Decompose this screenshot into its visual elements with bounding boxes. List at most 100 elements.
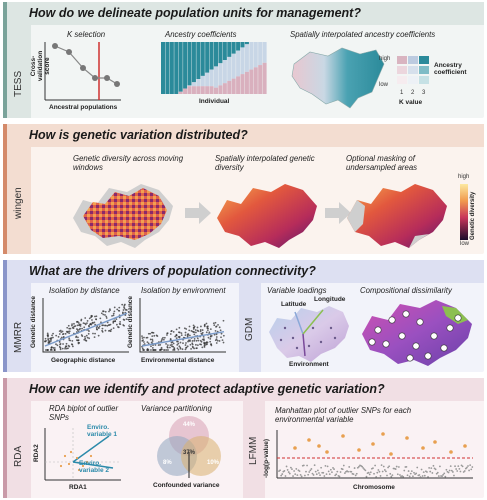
scatter-point (188, 340, 191, 343)
scatter-point (218, 340, 221, 342)
interpolated-diversity-map (217, 184, 317, 248)
scatter-point (68, 330, 71, 333)
scatter-point (175, 328, 178, 331)
scatter-point (118, 316, 121, 319)
wingen-label: wingen (13, 187, 24, 219)
rda1-label: RDA1 (69, 484, 87, 491)
wingen-side: wingen (3, 147, 31, 254)
scatter-point (62, 332, 65, 335)
manhattan-snp-point (314, 470, 317, 473)
scatter-point (201, 329, 204, 331)
manhattan-snp-point (285, 465, 288, 468)
scatter-point (149, 338, 152, 341)
scatter-point (217, 323, 219, 326)
connectivity-title: What are the drivers of population conne… (29, 264, 316, 278)
manhattan-snp-point (300, 475, 303, 478)
manhattan-snp-point (429, 470, 432, 473)
moving-window-map (73, 184, 173, 248)
scatter-point (166, 346, 169, 349)
ancestry-bar-segment (249, 42, 254, 70)
ancestry-bar-segment (191, 86, 196, 94)
tess-section: How do we delineate population units for… (3, 2, 484, 118)
scatter-point (105, 317, 108, 319)
scatter-point (106, 324, 109, 327)
scatter-point (210, 343, 212, 346)
scatter-point (65, 342, 68, 345)
scatter-point (68, 345, 71, 348)
scatter-point (78, 324, 80, 327)
scatter-point (115, 318, 118, 321)
manhattan-snp-point (289, 466, 292, 469)
scatter-point (84, 322, 86, 325)
scatter-point (113, 310, 116, 313)
scatter-point (151, 347, 154, 349)
scatter-point (116, 323, 118, 326)
scatter-point (205, 322, 208, 325)
scatter-point (108, 310, 110, 313)
manhattan-snp-point (353, 467, 356, 469)
scatter-point (123, 319, 126, 321)
manhattan-snp-point (405, 465, 408, 468)
rda-label: RDA (13, 445, 24, 467)
manhattan-snp-point (403, 469, 406, 472)
scatter-point (185, 328, 188, 330)
scatter-point (83, 338, 86, 341)
manhattan-snp-point (341, 468, 344, 471)
ancestry-bar-segment (236, 76, 241, 94)
scatter-point (181, 348, 184, 351)
manhattan-snp-point (296, 474, 299, 477)
scatter-point (173, 347, 176, 349)
scatter-point (189, 343, 192, 346)
scatter-point (112, 312, 115, 315)
k-value-label: K value (399, 99, 423, 106)
scatter-point (151, 338, 154, 341)
loadings-map (269, 306, 349, 362)
manhattan-snp-point (288, 472, 291, 475)
manhattan-snp-point (428, 467, 431, 469)
scatter-point (117, 309, 120, 312)
gdm-label: GDM (244, 317, 255, 341)
ancestry-bar-segment (187, 86, 192, 94)
scatter-point (84, 337, 87, 340)
scatter-point (151, 340, 154, 342)
scatter-point (62, 343, 64, 345)
confounded-label: Confounded variance (153, 482, 220, 489)
manhattan-snp-point (327, 470, 330, 473)
ancestry-bar-segment (214, 66, 219, 88)
ancestry-bar-segment (209, 69, 214, 87)
diversity-legend-low: low (460, 241, 470, 247)
ancestry-bar-segment (200, 42, 205, 76)
scatter-point (82, 322, 85, 325)
ancestry-bar-segment (236, 50, 241, 77)
manhattan-snp-point (381, 470, 384, 473)
scatter-point (85, 334, 88, 337)
longitude-label: Longitude (314, 296, 346, 303)
scatter-point (152, 331, 155, 334)
scatter-point (87, 332, 90, 335)
scatter-point (150, 331, 153, 334)
ancestry-bar-segment (169, 42, 174, 94)
manhattan-snp-point (318, 472, 320, 474)
scatter-point (113, 306, 116, 309)
scatter-point (191, 343, 194, 346)
scatter-point (59, 348, 62, 351)
manhattan-snp-point (287, 471, 290, 473)
scatter-point (142, 339, 144, 342)
adaptive-title: How can we identify and protect adaptive… (29, 382, 385, 396)
manhattan-snp-point (391, 474, 394, 477)
scatter-point (112, 321, 115, 324)
manhattan-snp-point (306, 464, 308, 467)
scatter-point (170, 341, 173, 344)
adaptive-header: How can we identify and protect adaptive… (3, 378, 484, 401)
scatter-point (214, 329, 217, 332)
scatter-point (178, 345, 181, 348)
manhattan-snp-point (457, 465, 460, 468)
manhattan-snp-point (355, 472, 358, 475)
ibd-ylabel: Genetic distance (30, 295, 37, 348)
scatter-point (84, 339, 87, 342)
scatter-point (188, 325, 191, 328)
scatter-point (147, 342, 150, 345)
scatter-point (222, 341, 225, 344)
manhattan-snp-point (386, 474, 388, 477)
scatter-point (74, 325, 77, 327)
